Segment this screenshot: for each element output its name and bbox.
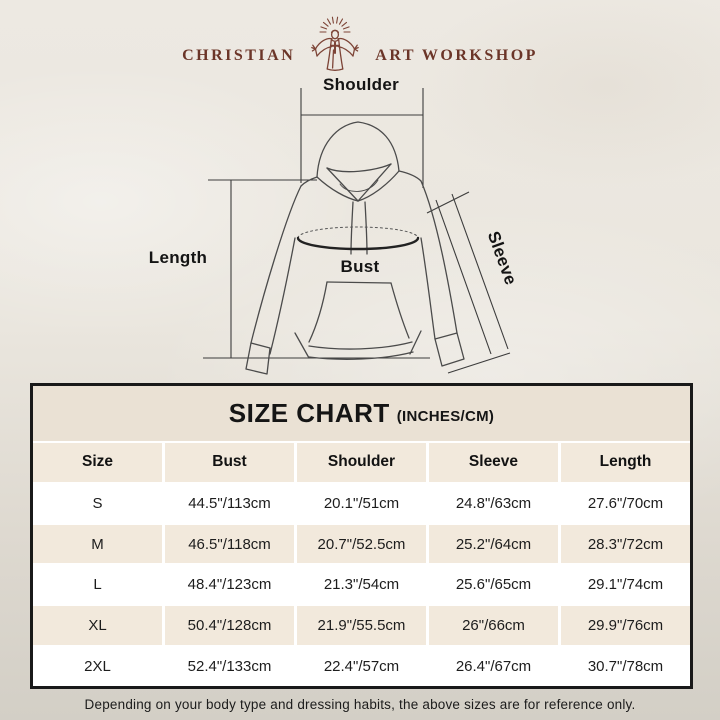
cell-bust: 44.5"/113cm [165,483,294,523]
cell-sleeve: 25.2"/64cm [429,524,558,564]
cell-shoulder: 20.1"/51cm [297,483,426,523]
table-row-2xl: 2XL 52.4"/133cm 22.4"/57cm 26.4"/67cm 30… [33,647,690,686]
brand-text-right: ART WORKSHOP [375,47,538,64]
jesus-figure [311,29,360,71]
cell-bust: 50.4"/128cm [165,606,294,646]
cell-shoulder: 21.3"/54cm [297,565,426,605]
measurement-lines [203,88,511,374]
sleeve-label: Sleeve [484,229,521,288]
column-header-length: Length [561,443,690,482]
cell-shoulder: 21.9"/55.5cm [297,606,426,646]
cell-bust: 52.4"/133cm [165,647,294,686]
cell-length: 27.6"/70cm [561,483,690,523]
cell-sleeve: 26"/66cm [429,606,558,646]
table-row-l: L 48.4"/123cm 21.3"/54cm 25.6"/65cm 29.1… [33,565,690,605]
hoodie-measurement-diagram: Shoulder Length Bust Sleeve [149,75,521,375]
size-chart-grid: Size Bust Shoulder Sleeve Length S 44.5"… [33,443,690,686]
cross-icon [330,41,341,54]
bust-label: Bust [341,257,380,276]
cell-shoulder: 20.7"/52.5cm [297,524,426,564]
column-header-bust: Bust [165,443,294,482]
table-row-s: S 44.5"/113cm 20.1"/51cm 24.8"/63cm 27.6… [33,483,690,523]
cell-size: M [33,524,162,564]
table-row-m: M 46.5"/118cm 20.7"/52.5cm 25.2"/64cm 28… [33,524,690,564]
column-header-shoulder: Shoulder [297,443,426,482]
cell-length: 29.9"/76cm [561,606,690,646]
cell-size: XL [33,606,162,646]
cell-length: 28.3"/72cm [561,524,690,564]
column-header-sleeve: Sleeve [429,443,558,482]
sun-rays [319,16,351,33]
cell-sleeve: 26.4"/67cm [429,647,558,686]
cell-sleeve: 25.6"/65cm [429,565,558,605]
size-chart-title-band: SIZE CHART (INCHES/CM) [33,386,690,443]
hoodie-line-art [245,121,465,375]
column-header-size: Size [33,443,162,482]
cell-size: 2XL [33,647,162,686]
size-chart-title: SIZE CHART [228,398,390,428]
cell-length: 30.7"/78cm [561,647,690,686]
cell-size: L [33,565,162,605]
shoulder-label: Shoulder [323,75,399,94]
kangaroo-pocket [308,281,410,343]
length-label: Length [149,248,207,267]
cell-length: 29.1"/74cm [561,565,690,605]
drawstrings [350,201,368,255]
size-chart-subtitle: (INCHES/CM) [396,408,495,425]
bust-line [296,226,420,251]
table-row-xl: XL 50.4"/128cm 21.9"/55.5cm 26"/66cm 29.… [33,606,690,646]
table-header-row: Size Bust Shoulder Sleeve Length [33,443,690,482]
brand-logo: CHRISTIAN [0,4,720,76]
jesus-rays-icon [311,16,360,71]
cell-bust: 46.5"/118cm [165,524,294,564]
footer-note: Depending on your body type and dressing… [84,697,636,712]
cell-sleeve: 24.8"/63cm [429,483,558,523]
hood [316,121,400,202]
cell-bust: 48.4"/123cm [165,565,294,605]
body-and-sleeves [245,170,465,375]
cell-shoulder: 22.4"/57cm [297,647,426,686]
size-chart-table: SIZE CHART (INCHES/CM) Size Bust Shoulde… [30,383,693,689]
brand-text-left: CHRISTIAN [182,47,296,64]
cell-size: S [33,483,162,523]
